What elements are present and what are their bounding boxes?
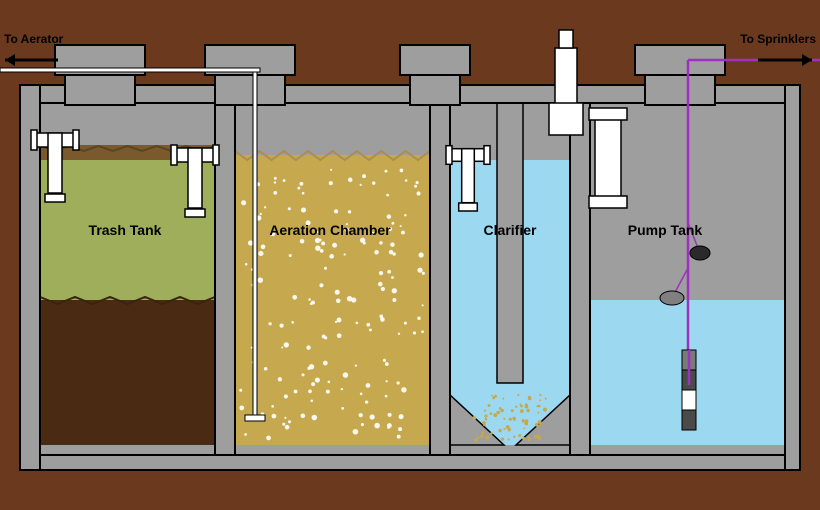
float-switch <box>690 246 710 260</box>
pump-tank-inlet <box>589 108 627 208</box>
pump-segment <box>682 410 696 430</box>
float-switch <box>660 291 684 305</box>
label-trash-tank: Trash Tank <box>89 222 162 238</box>
label-pump-tank: Pump Tank <box>628 222 703 238</box>
label-clarifier: Clarifier <box>484 222 537 238</box>
label-aeration-chamber: Aeration Chamber <box>269 222 391 238</box>
clarifier-draft-tube <box>497 98 523 383</box>
label-to-aerator: To Aerator <box>4 32 64 46</box>
label-to-sprinklers: To Sprinklers <box>740 32 816 46</box>
pump-segment <box>682 390 696 410</box>
